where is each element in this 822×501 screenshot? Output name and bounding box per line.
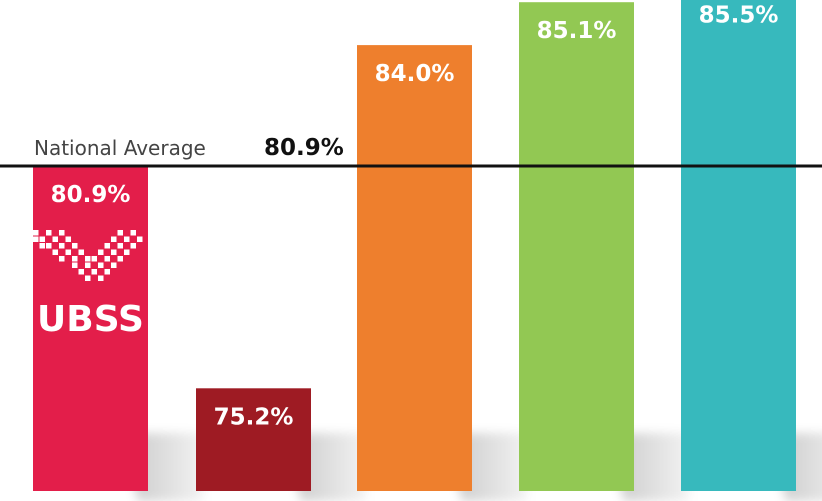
logo-pixel [111, 262, 117, 268]
logo-pixel [111, 249, 117, 255]
national-average-value: 80.9% [264, 135, 344, 161]
logo-pixel [98, 262, 104, 268]
logo-pixel [78, 269, 84, 275]
logo-pixel [117, 243, 123, 249]
logo-pixel [39, 243, 45, 249]
logo-pixel [91, 256, 97, 262]
bar-value-label: 84.0% [375, 61, 455, 87]
bar-value-label: 75.2% [214, 404, 294, 430]
logo-pixel [52, 249, 58, 255]
logo-pixel [78, 249, 84, 255]
logo-pixel [72, 256, 78, 262]
bar-value-label: 85.5% [699, 3, 779, 29]
logo-pixel [137, 236, 143, 242]
logo-pixel [46, 230, 52, 236]
logo-pixel [46, 243, 52, 249]
bar [357, 45, 472, 491]
logo-pixel [85, 275, 91, 281]
logo-pixel [124, 249, 130, 255]
logo-pixel [104, 269, 110, 275]
ubss-logo: UBSS [33, 230, 144, 340]
logo-pixel [117, 256, 123, 262]
national-average-caption: National Average [34, 136, 206, 160]
bar [519, 2, 634, 491]
bar [196, 388, 311, 491]
logo-pixel [33, 230, 39, 236]
logo-pixel [130, 230, 136, 236]
logo-pixel [65, 236, 71, 242]
logo-pixel [85, 262, 91, 268]
logo-pixel [91, 269, 97, 275]
logo-pixel [72, 243, 78, 249]
logo-pixel [111, 236, 117, 242]
logo-pixel [72, 262, 78, 268]
logo-pixel [98, 275, 104, 281]
logo-wordmark: UBSS [37, 299, 144, 340]
logo-pixel [85, 256, 91, 262]
logo-pixel [33, 236, 39, 242]
logo-pixel [117, 230, 123, 236]
logo-pixel [59, 243, 65, 249]
bar-value-label: 85.1% [537, 18, 617, 44]
logo-pixel [52, 236, 58, 242]
logo-pixel [124, 236, 130, 242]
logo-pixel [104, 243, 110, 249]
logo-pixel [130, 243, 136, 249]
logo-pixel [39, 236, 45, 242]
logo-pixel [104, 256, 110, 262]
logo-pixel [59, 230, 65, 236]
bar-value-label: 80.9% [51, 182, 131, 208]
logo-pixel [59, 256, 65, 262]
logo-pixel [98, 249, 104, 255]
bar [33, 166, 148, 491]
logo-pixel [65, 249, 71, 255]
bar [681, 0, 796, 491]
